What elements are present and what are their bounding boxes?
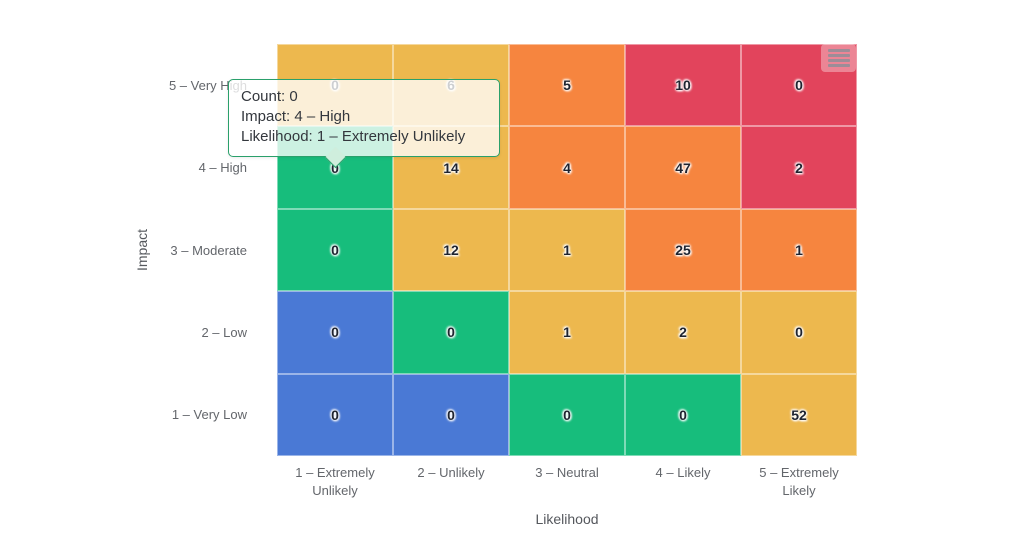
heatmap-cell[interactable]: 14	[393, 126, 509, 209]
heatmap-cell[interactable]: 10	[625, 44, 741, 127]
heatmap-cell[interactable]: 1	[509, 291, 625, 374]
hamburger-icon	[827, 64, 850, 67]
y-tick-label: 3 – Moderate	[170, 242, 247, 258]
heatmap-cell[interactable]: 0	[277, 44, 393, 127]
heatmap-cell[interactable]: 0	[741, 291, 857, 374]
heatmap-cell[interactable]: 0	[277, 291, 393, 374]
heatmap-cell[interactable]: 52	[741, 373, 857, 456]
hamburger-icon	[827, 54, 850, 57]
x-tick-label: 1 – Extremely Unlikely	[295, 465, 375, 498]
heatmap-cell[interactable]: 5	[509, 44, 625, 127]
heatmap-cell[interactable]: 1	[741, 208, 857, 292]
x-axis-labels: 1 – Extremely Unlikely 2 – Unlikely 3 – Ne…	[277, 464, 857, 499]
heatmap-cell[interactable]: 0	[741, 44, 857, 127]
heatmap-cell[interactable]: 25	[625, 208, 741, 292]
heatmap-cell[interactable]: 0	[393, 373, 509, 456]
heatmap-cell[interactable]: 0	[277, 126, 393, 209]
hamburger-icon	[827, 49, 850, 52]
x-axis-title: Likelihood	[535, 511, 599, 527]
y-tick-label: 1 – Very Low	[171, 407, 247, 423]
y-tick-label: 4 – High	[198, 160, 247, 176]
heatmap-cell[interactable]: 6	[393, 44, 509, 127]
heatmap-cell[interactable]: 0	[277, 373, 393, 456]
hamburger-icon	[827, 59, 850, 62]
y-tick-label: 5 – Very High	[168, 77, 247, 93]
heatmap-cell[interactable]: 4	[509, 126, 625, 209]
heatmap-grid: 0 6 5 10 0 0 14 4 47 2 0 12 1 25 1 0 0 1 2 0 0 0 0 0 52	[277, 44, 857, 456]
x-tick-label: 5 – Extremely Likely	[759, 465, 839, 498]
chart-menu-button[interactable]	[821, 44, 856, 72]
heatmap-cell[interactable]: 0	[277, 208, 393, 292]
heatmap-cell[interactable]: 2	[741, 126, 857, 209]
x-tick-label: 3 – Neutral	[535, 465, 599, 480]
x-tick-label: 2 – Unlikely	[417, 465, 485, 480]
heatmap-cell[interactable]: 12	[393, 208, 509, 292]
heatmap-cell[interactable]: 47	[625, 126, 741, 209]
y-tick-label: 2 – Low	[201, 324, 247, 340]
heatmap-cell[interactable]: 1	[509, 208, 625, 292]
heatmap-cell[interactable]: 2	[625, 291, 741, 374]
y-axis-labels: 5 – Very High 4 – High 3 – Moderate 2 – Low…	[0, 44, 262, 456]
x-tick-label: 4 – Likely	[655, 465, 711, 480]
heatmap-cell[interactable]: 0	[509, 373, 625, 456]
heatmap-cell[interactable]: 0	[393, 291, 509, 374]
heatmap-cell[interactable]: 0	[625, 373, 741, 456]
